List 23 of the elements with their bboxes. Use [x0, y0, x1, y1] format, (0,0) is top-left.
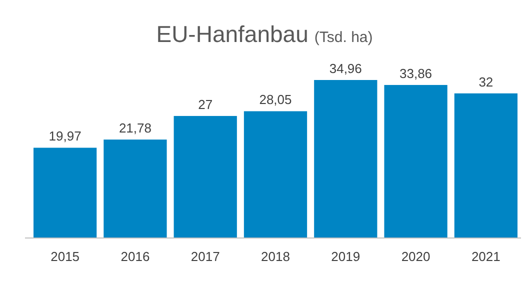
- chart-subtitle: (Tsd. ha): [314, 29, 373, 46]
- x-tick-label: 2018: [261, 249, 290, 264]
- chart-title: EU-Hanfanbau: [156, 21, 308, 47]
- x-tick-label: 2019: [331, 249, 360, 264]
- bar: [244, 111, 308, 238]
- x-tick-label: 2021: [471, 249, 500, 264]
- bar: [314, 80, 378, 238]
- data-label: 21,78: [118, 120, 152, 136]
- x-tick-label: 2020: [401, 249, 430, 264]
- bar: [104, 140, 167, 238]
- bar: [174, 116, 237, 238]
- data-label: 28,05: [259, 92, 292, 108]
- data-label: 27: [198, 96, 213, 112]
- bar: [454, 93, 518, 238]
- data-label: 33,86: [400, 66, 432, 81]
- data-label: 19,97: [48, 128, 82, 144]
- bar: [34, 148, 97, 238]
- data-label: 32: [478, 74, 494, 90]
- bar: [384, 84, 448, 238]
- x-tick-label: 2016: [120, 249, 150, 264]
- x-tick-label: 2015: [50, 249, 80, 264]
- data-label: 34,96: [329, 61, 362, 76]
- x-tick-label: 2017: [190, 249, 220, 264]
